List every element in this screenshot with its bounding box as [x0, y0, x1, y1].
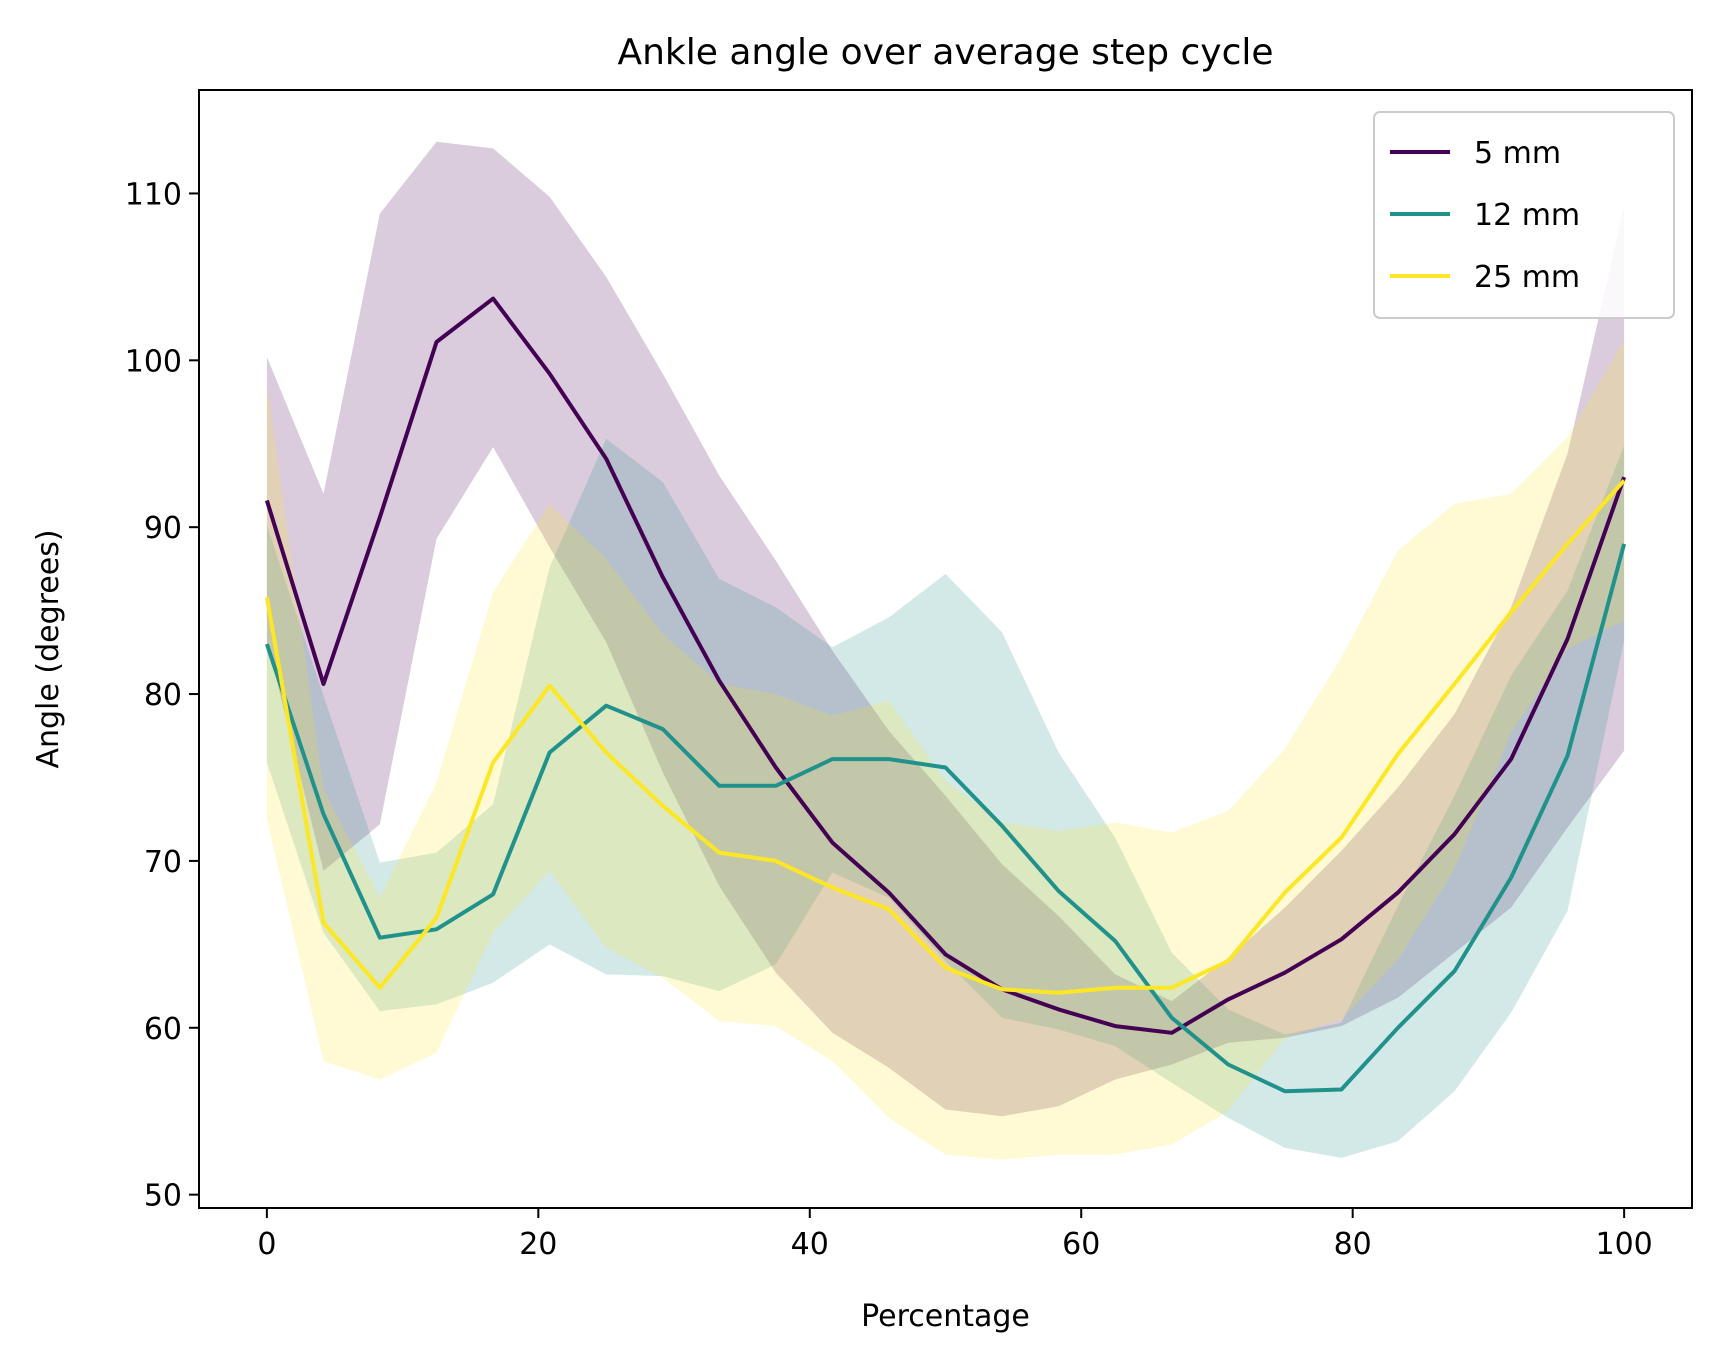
legend: 5 mm 12 mm 25 mm	[1373, 111, 1675, 319]
legend-label: 12 mm	[1474, 198, 1580, 233]
band-series-2	[266, 340, 1625, 1160]
y-tick-label: 100	[125, 344, 182, 379]
plot-frame	[198, 89, 1693, 1209]
x-axis-label: Percentage	[861, 1299, 1030, 1334]
y-axis-ticks: 50 60 70 80 90 100 110	[125, 177, 199, 1214]
x-tick-label: 40	[791, 1227, 829, 1262]
band-series-1	[266, 438, 1625, 1158]
legend-label: 25 mm	[1474, 260, 1580, 295]
x-tick-label: 80	[1334, 1227, 1372, 1262]
x-tick-label: 60	[1062, 1227, 1100, 1262]
x-axis-ticks: 0 20 40 60 80 100	[257, 1208, 1653, 1262]
y-tick-label: 50	[144, 1179, 182, 1214]
y-axis-label: Angle (degrees)	[31, 529, 66, 768]
y-tick-label: 110	[125, 177, 182, 212]
band-series-0	[266, 141, 1625, 1117]
y-tick-label: 90	[144, 511, 182, 546]
x-tick-label: 20	[519, 1227, 557, 1262]
series-lines	[264, 296, 1627, 1094]
line-series-0	[264, 296, 1626, 1035]
legend-box	[1373, 111, 1675, 319]
line-series-1	[265, 543, 1627, 1094]
x-tick-label: 100	[1596, 1227, 1653, 1262]
line-series-2	[264, 479, 1626, 995]
chart-title: Ankle angle over average step cycle	[617, 32, 1273, 73]
y-tick-label: 80	[144, 678, 182, 713]
confidence-bands	[266, 141, 1625, 1160]
y-tick-label: 70	[144, 845, 182, 880]
legend-label: 5 mm	[1474, 136, 1561, 171]
y-tick-label: 60	[144, 1012, 182, 1047]
x-tick-label: 0	[257, 1227, 276, 1262]
